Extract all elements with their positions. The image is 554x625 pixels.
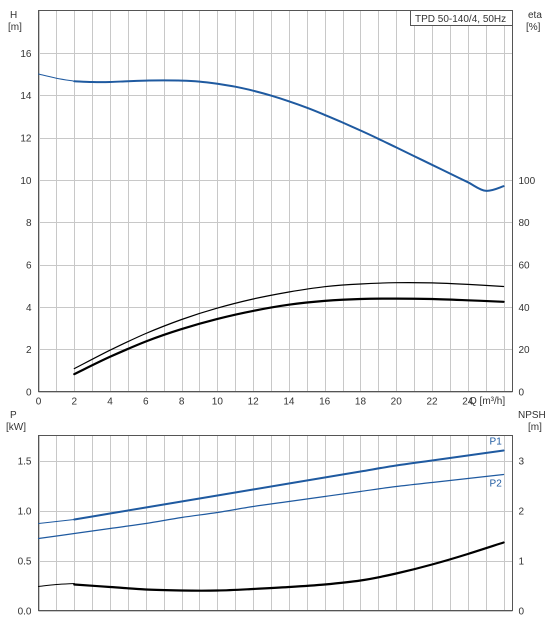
y-tick-label: 1.0 (18, 507, 32, 518)
right-axis-unit: [m] (528, 422, 542, 433)
y-tick-label-right: 100 (519, 176, 536, 187)
y-tick-label: 1.5 (18, 457, 32, 468)
left-axis-label: P (10, 410, 17, 421)
series-4-line (38, 583, 75, 587)
x-tick-label: 22 (426, 397, 438, 408)
y-tick-label: 2 (26, 345, 32, 356)
left-axis-unit: [m] (8, 22, 22, 33)
right-axis-label: eta (528, 10, 542, 21)
x-tick-label: 6 (143, 397, 149, 408)
y-tick-labels-right: 0 1 2 3 (519, 457, 525, 618)
y-tick-label-right: 2 (519, 507, 525, 518)
series-2-line (73, 281, 505, 370)
series-p1-line (73, 449, 505, 521)
grid (38, 10, 513, 393)
y-tick-label-right: 0 (519, 388, 525, 399)
y-tick-label: 12 (20, 134, 32, 145)
y-tick-labels-right: 0 20 40 60 80 100 (519, 176, 536, 399)
series-p2-line (37, 473, 505, 540)
y-tick-label: 8 (26, 218, 32, 229)
series-3-line (73, 297, 505, 376)
power-npsh-panel: 0.0 0.5 1.0 1.5 0 1 2 3 P1 P2 P [kW] NPSH [m] (6, 410, 546, 618)
x-tick-label: 4 (107, 397, 113, 408)
y-tick-label: 10 (20, 176, 32, 187)
right-axis-unit: [%] (526, 22, 541, 33)
grid (38, 435, 513, 612)
x-tick-label: 2 (71, 397, 77, 408)
x-tick-label: 12 (248, 397, 260, 408)
y-tick-label-right: 3 (519, 457, 525, 468)
plot-frame (38, 10, 513, 392)
series-0-line (73, 79, 505, 192)
y-tick-label: 14 (20, 91, 32, 102)
y-tick-label: 0.0 (18, 607, 32, 618)
series-label-p2: P2 (490, 479, 503, 490)
series-1-line (38, 519, 75, 524)
x-tick-label: 20 (391, 397, 403, 408)
series-label-p1: P1 (490, 437, 503, 448)
y-tick-labels-left: 0.0 0.5 1.0 1.5 (18, 457, 32, 618)
y-tick-label-right: 60 (519, 261, 531, 272)
x-tick-label: 0 (36, 397, 42, 408)
y-tick-label-right: 0 (519, 607, 525, 618)
x-tick-label: 8 (179, 397, 185, 408)
x-tick-label: 24 (462, 397, 474, 408)
y-tick-label: 16 (20, 49, 32, 60)
left-axis-unit: [kW] (6, 422, 26, 433)
x-tick-label: 14 (283, 397, 295, 408)
series-3-line (73, 541, 505, 592)
y-tick-label-right: 40 (519, 303, 531, 314)
y-tick-label: 0.5 (18, 557, 32, 568)
legend-title-box: TPD 50-140/4, 50Hz (410, 10, 513, 26)
y-tick-label: 4 (26, 303, 32, 314)
x-tick-label: 18 (355, 397, 367, 408)
x-tick-labels: 0 2 4 6 8 10 12 14 16 18 20 22 24 (36, 397, 474, 408)
right-axis-label: NPSH (518, 410, 546, 421)
y-tick-label: 6 (26, 261, 32, 272)
series-group (37, 449, 505, 592)
series-1-line (38, 73, 75, 82)
x-tick-label: 16 (319, 397, 331, 408)
y-tick-labels-left: 0 2 4 6 8 10 12 14 16 (20, 49, 32, 399)
y-tick-label-right: 20 (519, 345, 531, 356)
chart-title: TPD 50-140/4, 50Hz (415, 14, 506, 25)
series-group (38, 73, 505, 376)
y-tick-label-right: 80 (519, 218, 531, 229)
left-axis-label: H (10, 10, 17, 21)
x-tick-label: 10 (212, 397, 224, 408)
x-axis-label: Q [m³/h] (469, 396, 505, 407)
y-tick-label: 0 (26, 388, 32, 399)
series-labels: P1 P2 (490, 437, 503, 490)
y-tick-label-right: 1 (519, 557, 525, 568)
